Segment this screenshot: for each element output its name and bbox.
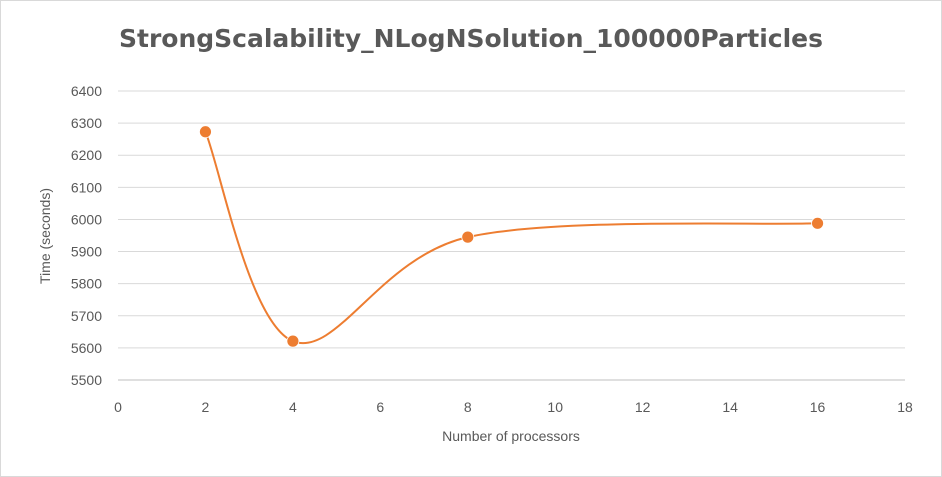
data-point: [811, 216, 824, 230]
y-tick-label: 6300: [71, 115, 102, 131]
chart-title: StrongScalability_NLogNSolution_100000Pa…: [119, 24, 823, 53]
x-tick-label: 12: [635, 399, 651, 415]
x-tick-label: 6: [376, 399, 384, 415]
x-tick-label: 18: [897, 399, 913, 415]
x-tick-label: 14: [722, 399, 738, 415]
y-tick-label: 5800: [71, 276, 102, 292]
y-tick-label: 5500: [71, 372, 102, 388]
y-tick-label: 5600: [71, 340, 102, 356]
gridlines: [118, 90, 905, 349]
tick-labels: 5500560057005800590060006100620063006400…: [71, 83, 913, 415]
y-tick-label: 6200: [71, 147, 102, 163]
y-tick-label: 6100: [71, 179, 102, 195]
data-point: [461, 230, 475, 244]
series-layer: [199, 125, 824, 348]
x-tick-label: 2: [202, 399, 210, 415]
y-tick-label: 6400: [71, 83, 102, 99]
x-axis-title: Number of processors: [442, 428, 580, 444]
x-tick-label: 16: [810, 399, 826, 415]
x-tick-label: 4: [289, 399, 297, 415]
data-point: [199, 125, 212, 139]
y-tick-label: 5900: [71, 244, 102, 260]
x-tick-label: 8: [464, 399, 472, 415]
data-point: [286, 334, 300, 348]
y-tick-label: 6000: [71, 211, 102, 227]
series-line: [204, 130, 819, 345]
y-axis-title: Time (seconds): [37, 188, 53, 284]
x-tick-label: 10: [547, 399, 563, 415]
y-tick-label: 5700: [71, 308, 102, 324]
x-tick-label: 0: [114, 399, 122, 415]
